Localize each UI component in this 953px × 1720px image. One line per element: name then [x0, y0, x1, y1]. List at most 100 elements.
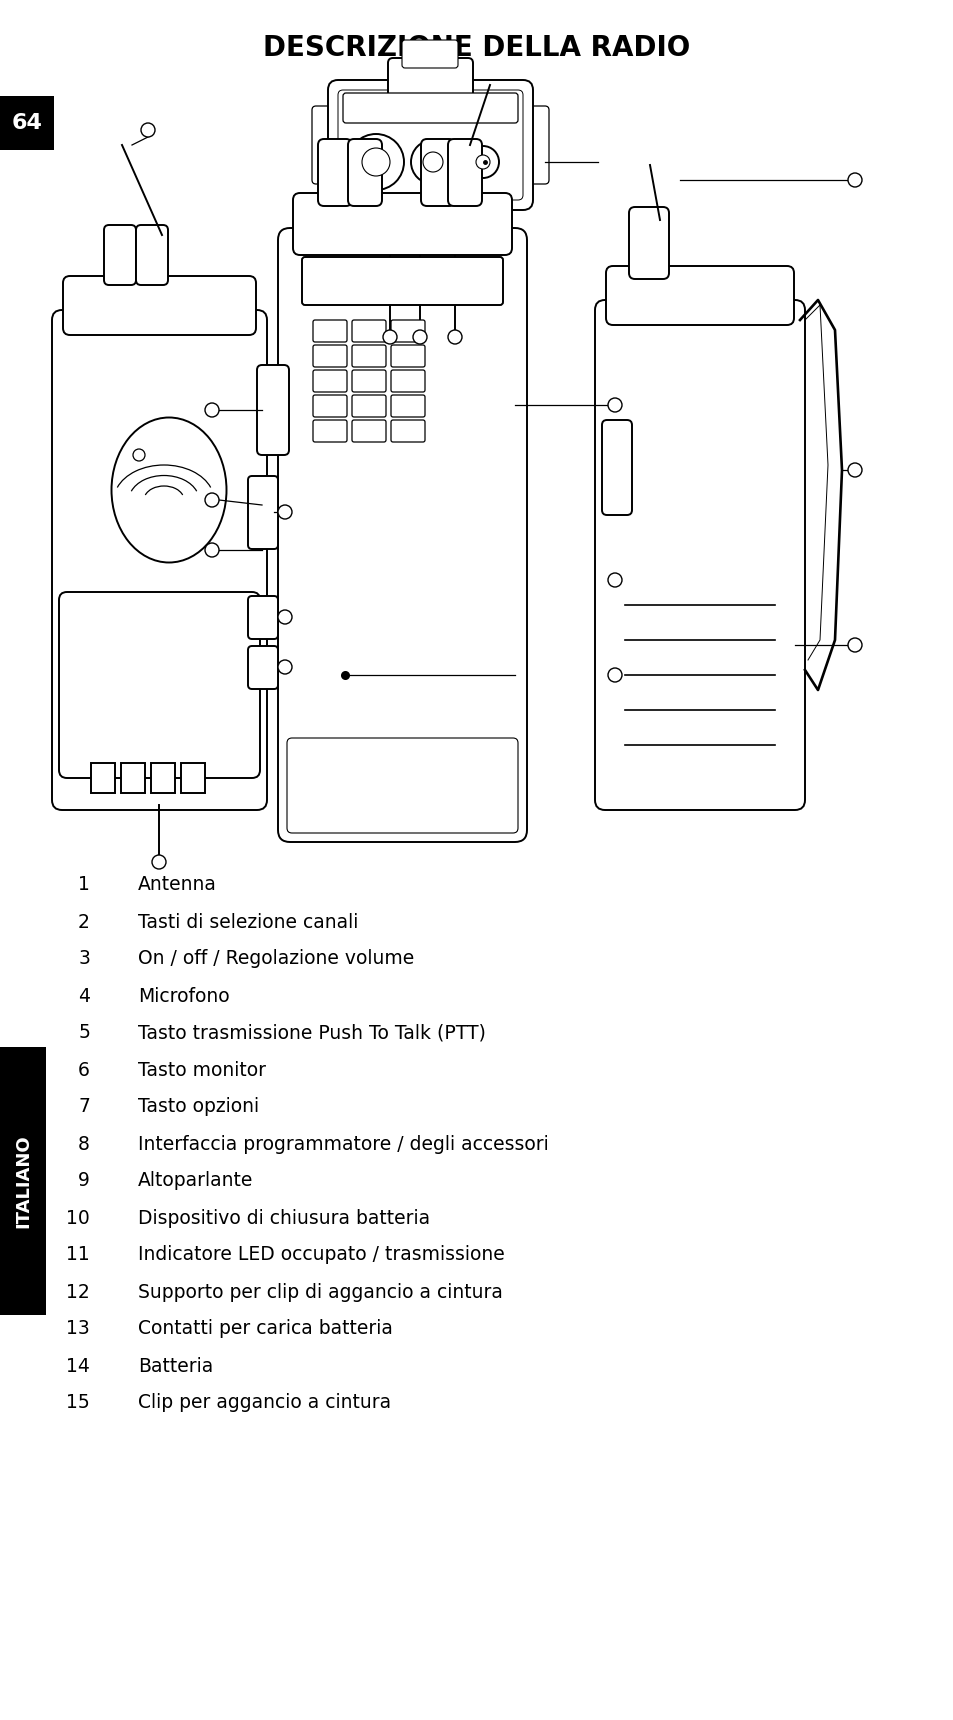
FancyBboxPatch shape — [0, 1047, 46, 1314]
Text: 14: 14 — [66, 1357, 90, 1376]
FancyBboxPatch shape — [595, 299, 804, 810]
Circle shape — [607, 667, 621, 683]
Circle shape — [277, 506, 292, 519]
FancyBboxPatch shape — [391, 346, 424, 366]
FancyBboxPatch shape — [337, 89, 522, 200]
Circle shape — [205, 402, 219, 416]
Text: 12: 12 — [66, 1283, 90, 1302]
FancyBboxPatch shape — [313, 346, 347, 366]
FancyBboxPatch shape — [352, 370, 386, 392]
Circle shape — [448, 330, 461, 344]
Text: Tasto trasmissione Push To Talk (PTT): Tasto trasmissione Push To Talk (PTT) — [138, 1023, 485, 1042]
Text: Microfono: Microfono — [138, 987, 230, 1006]
FancyBboxPatch shape — [248, 647, 277, 690]
Text: 11: 11 — [66, 1245, 90, 1264]
FancyBboxPatch shape — [448, 139, 481, 206]
FancyBboxPatch shape — [277, 229, 526, 843]
Text: DESCRIZIONE DELLA RADIO: DESCRIZIONE DELLA RADIO — [263, 34, 690, 62]
FancyBboxPatch shape — [52, 310, 267, 810]
Text: Indicatore LED occupato / trasmissione: Indicatore LED occupato / trasmissione — [138, 1245, 504, 1264]
FancyBboxPatch shape — [391, 370, 424, 392]
Circle shape — [205, 544, 219, 557]
Text: Clip per aggancio a cintura: Clip per aggancio a cintura — [138, 1393, 391, 1412]
FancyBboxPatch shape — [518, 107, 548, 184]
FancyBboxPatch shape — [121, 764, 145, 793]
Circle shape — [361, 148, 390, 175]
Text: maxton: maxton — [373, 273, 431, 287]
FancyBboxPatch shape — [181, 764, 205, 793]
FancyBboxPatch shape — [313, 370, 347, 392]
FancyBboxPatch shape — [302, 256, 502, 304]
Text: 3: 3 — [78, 949, 90, 968]
Circle shape — [413, 330, 427, 344]
Text: Tasto monitor: Tasto monitor — [138, 1061, 266, 1080]
Text: Supporto per clip di aggancio a cintura: Supporto per clip di aggancio a cintura — [138, 1283, 502, 1302]
FancyBboxPatch shape — [151, 764, 174, 793]
FancyBboxPatch shape — [348, 139, 381, 206]
Text: ITALIANO: ITALIANO — [14, 1133, 32, 1228]
FancyBboxPatch shape — [391, 420, 424, 442]
Circle shape — [607, 397, 621, 413]
FancyBboxPatch shape — [352, 396, 386, 416]
Text: 6: 6 — [78, 1061, 90, 1080]
FancyBboxPatch shape — [104, 225, 136, 286]
FancyBboxPatch shape — [420, 139, 455, 206]
Text: Altoparlante: Altoparlante — [138, 1171, 253, 1190]
Text: 5: 5 — [78, 1023, 90, 1042]
FancyBboxPatch shape — [391, 396, 424, 416]
FancyBboxPatch shape — [401, 40, 457, 69]
Circle shape — [382, 330, 396, 344]
Text: 4: 4 — [78, 987, 90, 1006]
FancyBboxPatch shape — [136, 225, 168, 286]
FancyBboxPatch shape — [352, 346, 386, 366]
Text: Tasti di selezione canali: Tasti di selezione canali — [138, 913, 358, 932]
Circle shape — [277, 611, 292, 624]
FancyBboxPatch shape — [59, 592, 260, 777]
Circle shape — [132, 449, 145, 461]
FancyBboxPatch shape — [328, 81, 533, 210]
Text: Dispositivo di chiusura batteria: Dispositivo di chiusura batteria — [138, 1209, 430, 1228]
Text: 8: 8 — [78, 1135, 90, 1154]
FancyBboxPatch shape — [312, 107, 341, 184]
FancyBboxPatch shape — [317, 139, 352, 206]
FancyBboxPatch shape — [605, 267, 793, 325]
Circle shape — [847, 638, 862, 652]
Text: 1: 1 — [78, 875, 90, 894]
FancyBboxPatch shape — [391, 320, 424, 342]
Text: 64: 64 — [11, 114, 42, 132]
FancyBboxPatch shape — [313, 320, 347, 342]
FancyBboxPatch shape — [248, 597, 277, 640]
Circle shape — [467, 146, 498, 177]
Circle shape — [152, 855, 166, 869]
FancyBboxPatch shape — [0, 96, 54, 150]
FancyBboxPatch shape — [287, 738, 517, 832]
FancyBboxPatch shape — [352, 420, 386, 442]
Circle shape — [847, 463, 862, 476]
Text: Interfaccia programmatore / degli accessori: Interfaccia programmatore / degli access… — [138, 1135, 548, 1154]
Text: 7: 7 — [78, 1097, 90, 1116]
FancyBboxPatch shape — [248, 476, 277, 549]
Text: 9: 9 — [78, 1171, 90, 1190]
Text: Antenna: Antenna — [138, 875, 216, 894]
FancyBboxPatch shape — [343, 93, 517, 124]
FancyBboxPatch shape — [313, 420, 347, 442]
FancyBboxPatch shape — [313, 396, 347, 416]
Circle shape — [348, 134, 403, 189]
FancyBboxPatch shape — [293, 193, 512, 255]
Text: Tasto opzioni: Tasto opzioni — [138, 1097, 259, 1116]
Ellipse shape — [112, 418, 226, 562]
Circle shape — [607, 573, 621, 587]
Text: On / off / Regolazione volume: On / off / Regolazione volume — [138, 949, 414, 968]
FancyBboxPatch shape — [352, 320, 386, 342]
Text: 2: 2 — [78, 913, 90, 932]
Circle shape — [141, 124, 154, 138]
Text: 13: 13 — [66, 1319, 90, 1338]
Circle shape — [847, 174, 862, 187]
FancyBboxPatch shape — [628, 206, 668, 279]
Text: 15: 15 — [66, 1393, 90, 1412]
Text: 10: 10 — [66, 1209, 90, 1228]
Circle shape — [422, 151, 442, 172]
Circle shape — [476, 155, 490, 169]
FancyBboxPatch shape — [601, 420, 631, 514]
FancyBboxPatch shape — [91, 764, 115, 793]
